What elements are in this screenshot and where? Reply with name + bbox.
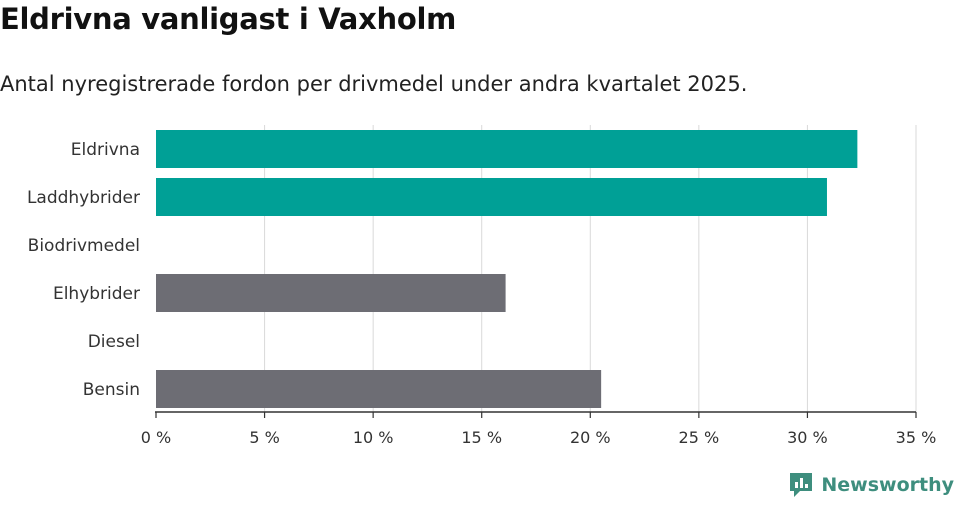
category-label: Diesel: [88, 332, 140, 352]
x-tick-label: 0 %: [141, 428, 171, 447]
bar-elhybrider: [156, 274, 506, 312]
x-tick-label: 30 %: [787, 428, 828, 447]
x-tick-label: 25 %: [679, 428, 720, 447]
category-label: Biodrivmedel: [28, 236, 140, 256]
newsworthy-logo-text: Newsworthy: [821, 474, 954, 496]
x-tick-label: 15 %: [461, 428, 502, 447]
x-tick-label: 5 %: [249, 428, 279, 447]
x-tick-label: 10 %: [353, 428, 394, 447]
bar-bensin: [156, 370, 602, 408]
x-tick-label: 20 %: [570, 428, 611, 447]
bar-laddhybrider: [156, 178, 827, 216]
chart-title: Eldrivna vanligast i Vaxholm: [0, 2, 457, 36]
category-label: Bensin: [83, 380, 140, 400]
chart-subtitle: Antal nyregistrerade fordon per drivmede…: [0, 72, 748, 96]
bar-eldrivna: [156, 130, 858, 168]
category-label: Eldrivna: [71, 140, 140, 160]
category-label: Elhybrider: [53, 284, 140, 304]
newsworthy-logo-icon: [790, 473, 813, 497]
x-tick-label: 35 %: [896, 428, 937, 447]
newsworthy-logo: Newsworthy: [788, 471, 954, 499]
category-label: Laddhybrider: [27, 188, 140, 208]
